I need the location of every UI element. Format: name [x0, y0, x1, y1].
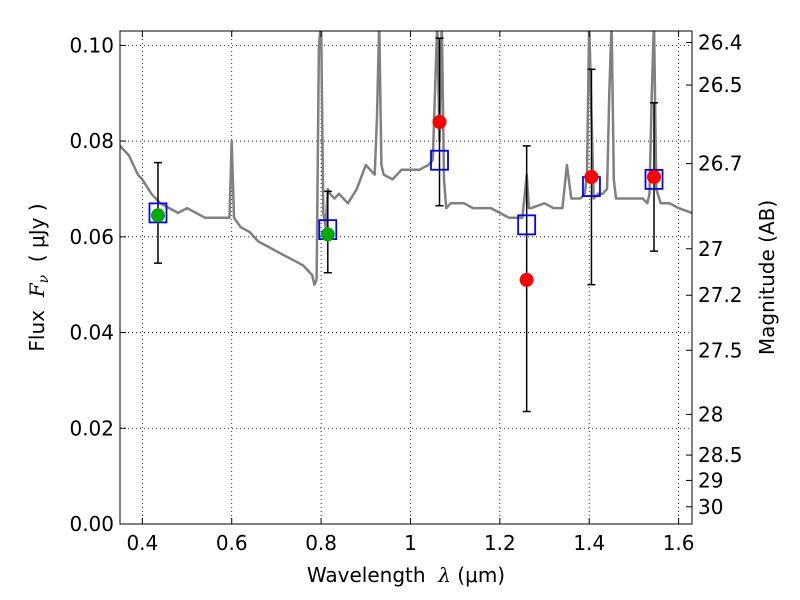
y-tick-label: 0.00 — [69, 512, 114, 536]
y2-tick-label: 26.5 — [698, 73, 743, 97]
plot-area — [120, 31, 692, 413]
observed-flux-circle-marker — [150, 208, 165, 223]
y2-tick-label: 27 — [698, 237, 723, 261]
y2-tick-label: 30 — [698, 495, 723, 519]
y2-tick-label: 27.5 — [698, 338, 743, 362]
x-axis-title: Wavelength λ (μm) — [307, 563, 505, 587]
model-flux-square-marker — [644, 168, 664, 190]
observed-flux-circle-marker — [647, 169, 662, 184]
y-axis-title: Flux Fν ( μJy ) — [25, 203, 52, 351]
observed-flux-circle-marker — [584, 169, 599, 184]
x-tick-label: 1 — [404, 531, 417, 555]
x-tick-label: 0.8 — [305, 531, 337, 555]
y2-tick-label: 26.4 — [698, 30, 743, 54]
axis-ticks: 0.4 0.6 0.8 1 1.2 1.4 1.6 0.00 0.02 0.04 0.06 0.08 0… — [69, 30, 742, 555]
y2-tick-label: 28.5 — [698, 443, 743, 467]
observed-flux-circle-marker — [432, 114, 447, 129]
y-tick-label: 0.04 — [69, 321, 114, 345]
model-spectrum-line — [120, 31, 692, 286]
observed-flux-circle-marker — [320, 227, 335, 242]
plot-frame — [119, 30, 693, 525]
model-flux-square-marker — [148, 202, 168, 224]
y2-tick-label: 29 — [698, 468, 723, 492]
y-tick-label: 0.02 — [69, 416, 114, 440]
x-tick-label: 1.6 — [663, 531, 695, 555]
grid — [120, 31, 692, 525]
y-axis-title-symbol: F — [25, 282, 49, 298]
y2-tick-label: 28 — [698, 402, 723, 426]
x-tick-label: 1.4 — [573, 531, 605, 555]
x-tick-label: 0.4 — [126, 531, 158, 555]
y-tick-label: 0.06 — [69, 225, 114, 249]
x-axis-title-symbol: λ — [437, 563, 451, 587]
y-axis-title-subscript: ν — [36, 274, 52, 283]
x-tick-label: 0.6 — [216, 531, 248, 555]
y-tick-label: 0.08 — [69, 129, 114, 153]
y2-axis-title: Magnitude (AB) — [755, 200, 779, 355]
y-axis-title-unit: ( μJy ) — [25, 203, 49, 275]
y2-tick-label: 26.7 — [698, 152, 743, 176]
model-flux-square-marker — [430, 149, 449, 171]
model-flux-square-marker — [517, 214, 537, 236]
y-tick-label: 0.10 — [69, 33, 114, 57]
y-axis-title-prefix: Flux — [25, 297, 49, 351]
x-axis-title-unit: (μm) — [451, 563, 505, 587]
y2-tick-label: 27.2 — [698, 283, 743, 307]
x-tick-label: 1.2 — [484, 531, 516, 555]
observed-flux-circle-marker — [519, 272, 534, 287]
x-axis-title-prefix: Wavelength — [307, 563, 438, 587]
